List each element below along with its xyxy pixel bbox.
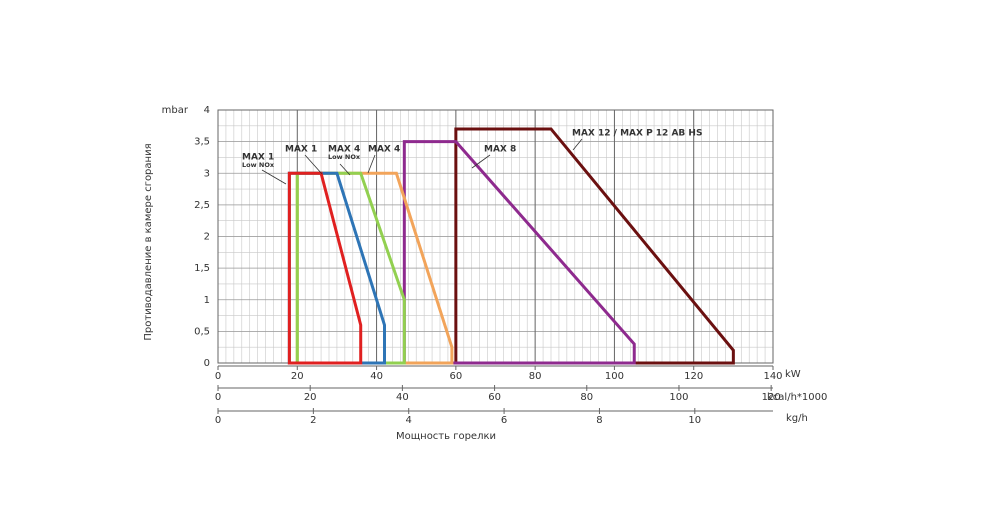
series-sublabel: Low NOx	[328, 153, 361, 161]
y-tick-label: 2,5	[194, 200, 210, 211]
x3-unit: kg/h	[786, 413, 808, 424]
x-tick-label: 80	[580, 392, 593, 403]
leader-line	[261, 169, 287, 185]
y-tick-label: 4	[204, 105, 210, 116]
leader-line	[367, 154, 376, 174]
x-tick-label: 10	[688, 415, 701, 426]
x-tick-label: 40	[370, 371, 383, 382]
series-label: MAX 1	[242, 153, 274, 163]
x-tick-label: 80	[529, 371, 542, 382]
series-label: MAX 12 / MAX P 12 AB HS	[572, 129, 702, 139]
series-label: MAX 4	[368, 145, 400, 155]
x-tick-label: 100	[669, 392, 688, 403]
x-tick-label: 100	[605, 371, 624, 382]
leader-line	[339, 163, 351, 176]
leader-line	[572, 138, 583, 151]
leader-line	[304, 154, 323, 175]
y-tick-label: 2	[204, 232, 210, 243]
x-tick-label: 60	[449, 371, 462, 382]
series-label: MAX 8	[484, 145, 516, 155]
y-tick-label: 3,5	[194, 137, 210, 148]
x-tick-label: 8	[596, 415, 602, 426]
x2-unit: kcal/h*1000	[767, 392, 827, 403]
y-tick-label: 0,5	[194, 326, 210, 337]
x-tick-label: 40	[396, 392, 409, 403]
x-tick-label: 120	[684, 371, 703, 382]
leader-line	[471, 154, 491, 169]
x-tick-label: 0	[215, 415, 221, 426]
series-outline	[454, 127, 735, 365]
y-tick-label: 3	[204, 168, 210, 179]
x-tick-label: 2	[310, 415, 316, 426]
series-label: MAX 1	[285, 145, 317, 155]
series-outline	[295, 171, 406, 365]
x-axis-title: Мощность горелки	[396, 431, 496, 442]
x-tick-label: 4	[406, 415, 412, 426]
series-label: MAX 4	[328, 145, 360, 155]
y-tick-label: 1	[204, 295, 210, 306]
x-tick-label: 20	[291, 371, 304, 382]
y-tick-label: 1,5	[194, 263, 210, 274]
x-unit: kW	[785, 369, 801, 380]
x-tick-label: 20	[304, 392, 317, 403]
x-tick-label: 60	[488, 392, 501, 403]
series-outline	[402, 140, 636, 365]
x-tick-label: 120	[762, 392, 781, 403]
x-tick-label: 6	[501, 415, 507, 426]
x-tick-label: 0	[215, 392, 221, 403]
series-sublabel: Low NOx	[242, 161, 275, 169]
x-tick-label: 0	[215, 371, 221, 382]
y-unit: mbar	[162, 105, 189, 116]
y-tick-label: 0	[204, 358, 210, 369]
series-outline	[287, 171, 363, 365]
x-tick-label: 140	[763, 371, 782, 382]
y-axis-title: Противодавление в камере сгорания	[143, 143, 154, 340]
